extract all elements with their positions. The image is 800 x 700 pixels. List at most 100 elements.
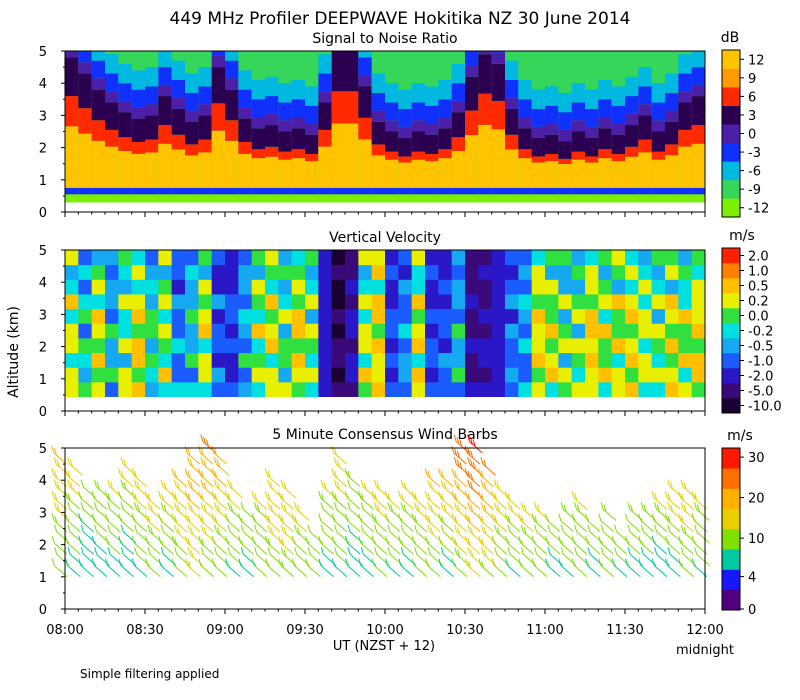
wind-barb [51, 445, 55, 454]
velocity-cell [65, 250, 79, 266]
midnight-note: midnight [676, 643, 734, 658]
wind-barb [454, 493, 458, 501]
velocity-cell [571, 293, 586, 310]
velocity-cell [91, 381, 106, 398]
velocity-cell [278, 367, 293, 383]
colorbar-swatch [722, 368, 740, 384]
wind-barb [598, 558, 602, 566]
colorbar-swatch [722, 179, 740, 199]
wind-barb [211, 558, 215, 566]
velocity-cell [638, 293, 653, 310]
snr-cell [531, 187, 546, 195]
velocity-cell [638, 323, 653, 339]
wind-barb [523, 504, 527, 512]
velocity-cell [198, 264, 213, 280]
wind-barb [600, 547, 604, 555]
snr-cell [438, 99, 453, 118]
snr-cell [451, 112, 466, 138]
velocity-cell [651, 250, 666, 266]
wind-barb [253, 520, 268, 533]
velocity-cell [478, 279, 493, 295]
colorbar-label: -12 [748, 202, 769, 217]
colorbar-swatch [722, 529, 740, 550]
y-tick-label: 5 [39, 45, 47, 60]
snr-cell [198, 67, 213, 87]
velocity-cell [371, 250, 386, 266]
wind-barb [430, 482, 434, 490]
wind-barb [533, 565, 548, 578]
snr-cell [291, 149, 306, 159]
wind-barb [264, 468, 268, 476]
velocity-cell [131, 337, 146, 354]
wind-barb [216, 459, 220, 467]
wind-barb [200, 457, 204, 465]
wind-barb [491, 490, 495, 499]
wind-barb [560, 502, 564, 510]
snr-cell [558, 158, 573, 165]
y-tick-label: 0 [39, 206, 47, 221]
velocity-cell [518, 323, 533, 339]
snr-cell [238, 70, 253, 90]
snr-cell [265, 113, 279, 126]
snr-cell [545, 154, 559, 162]
wind-barb [67, 565, 81, 578]
snr-cell [438, 117, 453, 129]
wind-barb [320, 547, 324, 555]
wind-colorbar-unit: m/s [727, 428, 753, 444]
velocity-cell [491, 381, 506, 398]
wind-barb [654, 524, 658, 532]
snr-cell [505, 60, 519, 80]
wind-barb [587, 520, 601, 533]
velocity-cell [491, 367, 506, 383]
velocity-cell [171, 352, 186, 368]
wind-barb [238, 558, 242, 566]
wind-barb [587, 542, 601, 555]
wind-barb [441, 515, 445, 524]
snr-cell [225, 60, 239, 79]
velocity-cell [105, 308, 119, 324]
snr-cell [225, 187, 239, 195]
wind-barb [120, 542, 134, 555]
wind-barb [118, 535, 122, 544]
wind-barb [560, 542, 574, 555]
velocity-cell [531, 352, 546, 368]
wind-barb [691, 558, 695, 566]
snr-cell [678, 194, 693, 203]
velocity-cell [145, 308, 159, 324]
velocity-cell [118, 381, 133, 398]
wind-barb [227, 565, 241, 578]
wind-barb [227, 542, 241, 555]
wind-barb [587, 524, 591, 532]
wind-barb [280, 479, 284, 487]
wind-barb [267, 547, 271, 555]
velocity-cell [131, 352, 146, 368]
snr-cell [318, 194, 333, 203]
wind-barb [467, 448, 471, 456]
wind-barb [280, 493, 284, 501]
snr-cell [65, 194, 79, 203]
wind-barb [691, 513, 695, 521]
wind-barb [560, 524, 564, 532]
velocity-cell [411, 279, 426, 295]
wind-barb [280, 565, 294, 578]
wind-barb [203, 504, 207, 512]
wind-barb [307, 542, 321, 555]
snr-cell [465, 51, 479, 66]
wind-barb [614, 547, 618, 555]
wind-barb [78, 513, 82, 521]
wind-barb [267, 502, 271, 510]
colorbar-label: -6 [748, 165, 761, 180]
snr-cell [558, 129, 573, 142]
wind-barb [54, 524, 58, 532]
velocity-cell [518, 264, 533, 280]
wind-barb [131, 535, 135, 544]
velocity-cell [238, 293, 253, 310]
wind-barb [110, 482, 114, 490]
snr-cell [305, 123, 319, 135]
snr-cell [158, 143, 173, 188]
snr-cell [598, 158, 613, 188]
wind-barb [478, 468, 481, 476]
snr-cell [678, 129, 693, 147]
wind-barb [118, 513, 122, 521]
wind-barb [265, 535, 268, 544]
